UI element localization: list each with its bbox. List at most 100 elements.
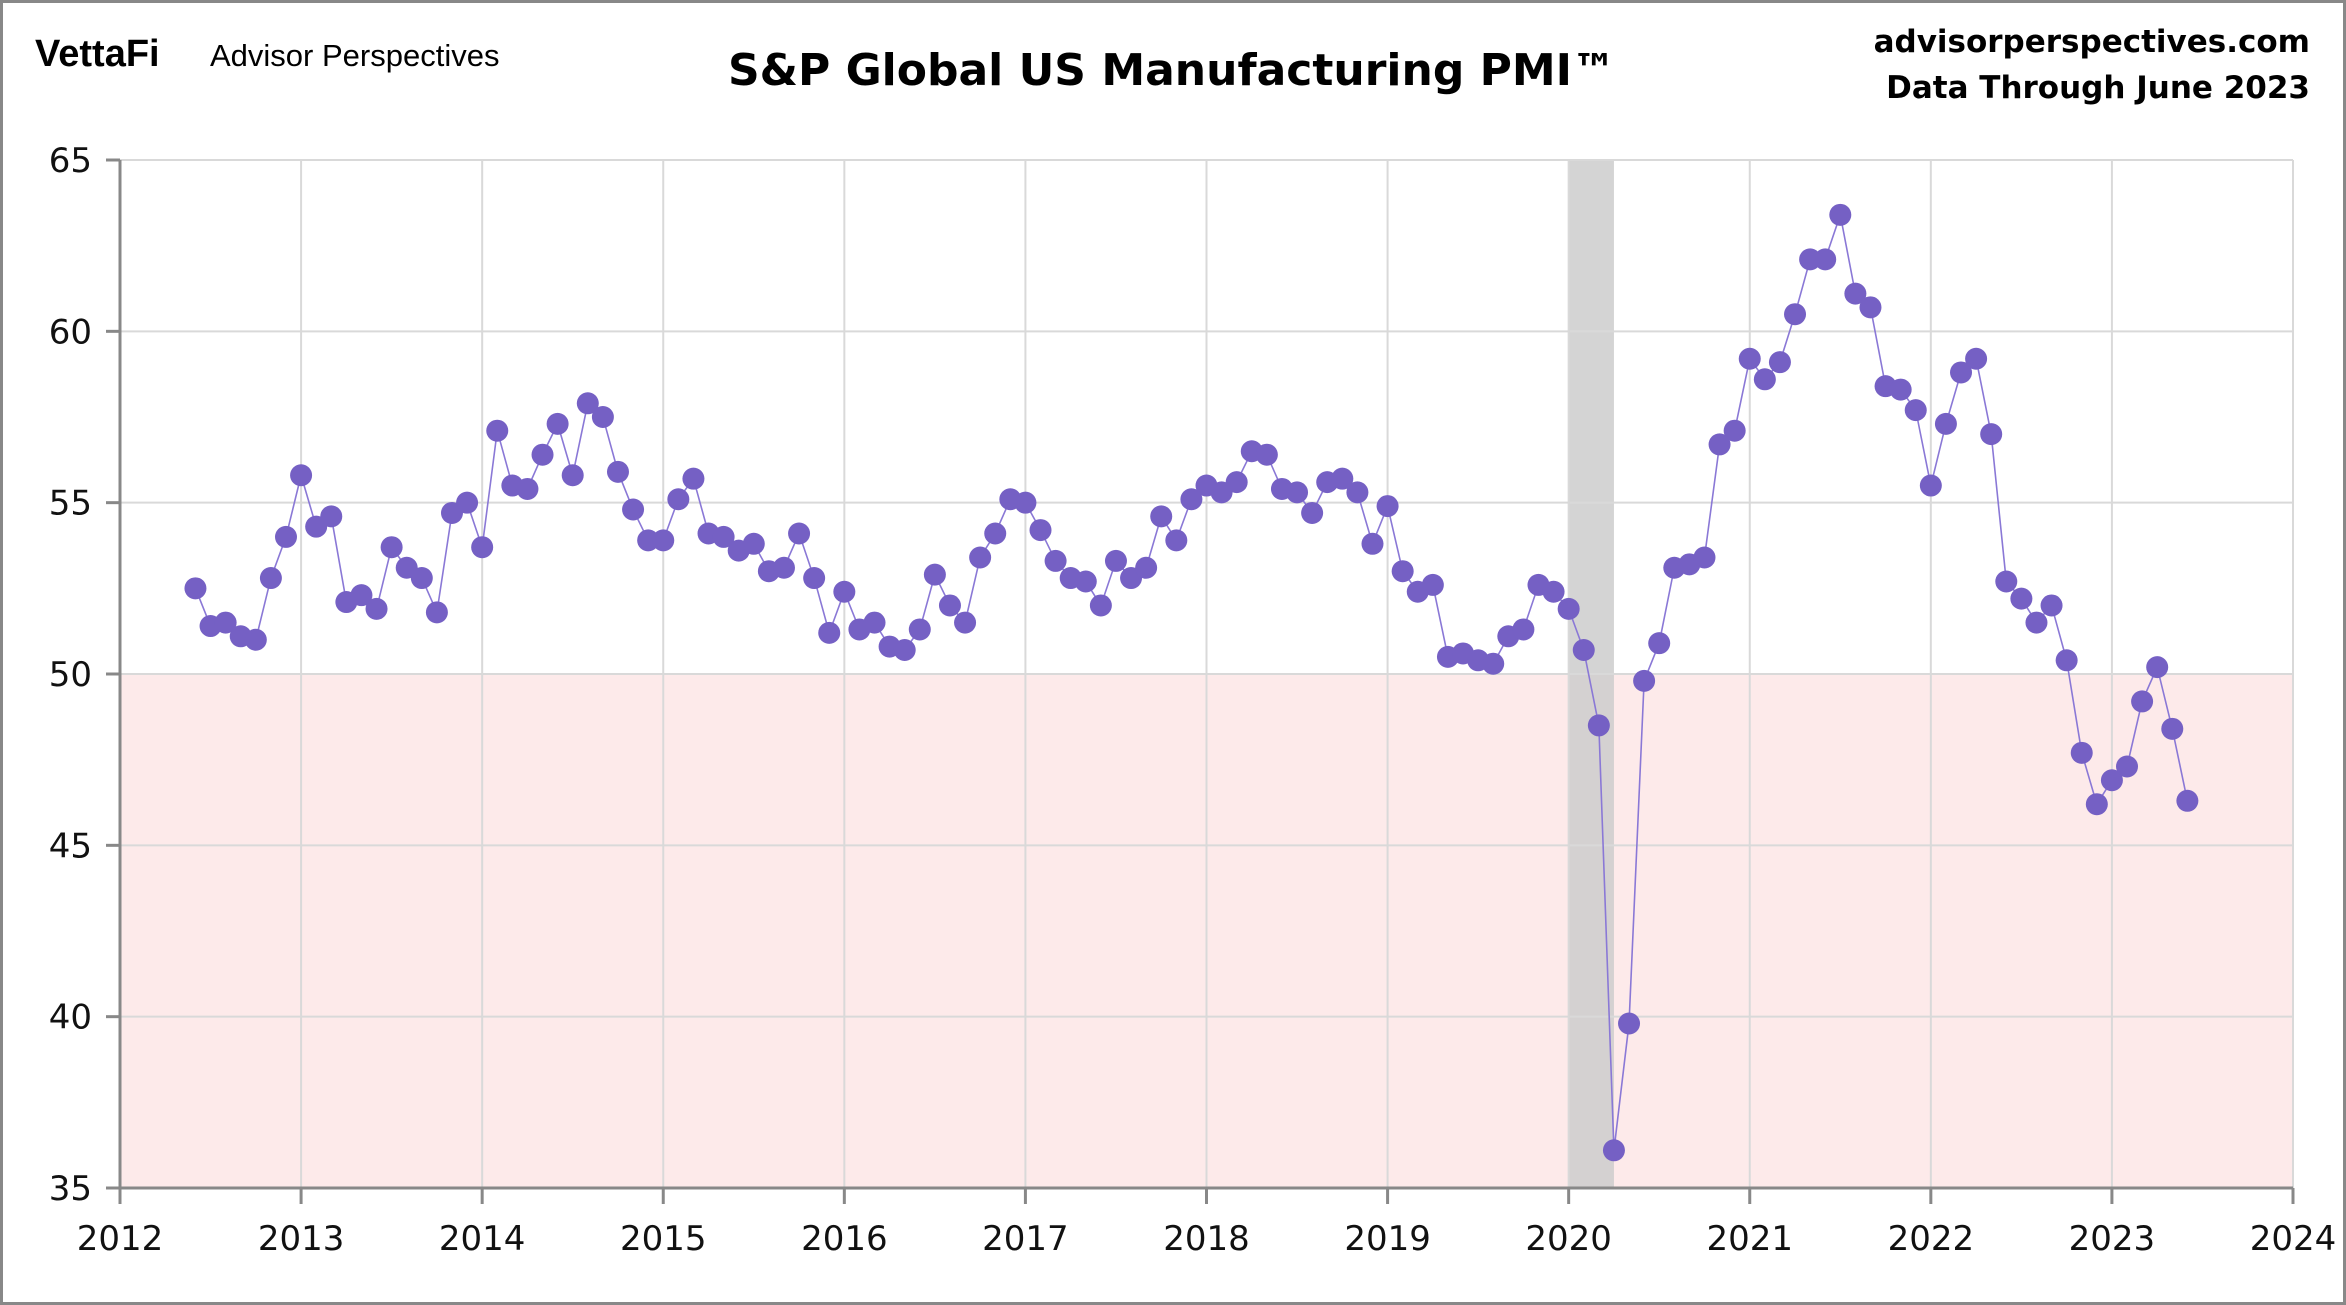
pmi-data-point (531, 443, 554, 466)
pmi-data-point (2176, 789, 2199, 812)
pmi-data-point (1693, 546, 1716, 569)
pmi-data-point (1029, 519, 1052, 542)
pmi-data-point (908, 618, 931, 641)
pmi-data-point (803, 567, 826, 590)
pmi-data-point (350, 584, 373, 607)
pmi-data-point (1784, 303, 1807, 326)
pmi-data-point (244, 628, 267, 651)
pmi-data-point (1074, 570, 1097, 593)
pmi-data-point (772, 556, 795, 579)
pmi-data-point (2085, 793, 2108, 816)
x-tick-label: 2012 (77, 1219, 164, 1259)
pmi-data-point (1391, 560, 1414, 583)
pmi-data-point (1753, 368, 1776, 391)
x-tick-label: 2013 (258, 1219, 345, 1259)
y-tick-label: 35 (49, 1169, 92, 1209)
pmi-data-point (1950, 361, 1973, 384)
x-tick-label: 2019 (1344, 1219, 1431, 1259)
pmi-data-point (2131, 690, 2154, 713)
pmi-data-point (1361, 532, 1384, 555)
pmi-data-point (1919, 474, 1942, 497)
pmi-data-point (1044, 549, 1067, 572)
pmi-data-point (1542, 580, 1565, 603)
pmi-data-point (1482, 652, 1505, 675)
pmi-data-point (2070, 741, 2093, 764)
pmi-data-point (893, 639, 916, 662)
pmi-data-point (1829, 203, 1852, 226)
pmi-data-point (818, 621, 841, 644)
pmi-data-point (1995, 570, 2018, 593)
pmi-data-point (1225, 471, 1248, 494)
pmi-data-point (2161, 717, 2184, 740)
pmi-data-point (1104, 549, 1127, 572)
pmi-data-point (576, 392, 599, 415)
chart-title: S&P Global US Manufacturing PMI™ (728, 45, 1616, 96)
x-tick-label: 2024 (2250, 1219, 2337, 1259)
pmi-data-point (1421, 573, 1444, 596)
pmi-data-point (516, 477, 539, 500)
y-tick-label: 60 (49, 312, 92, 352)
pmi-data-point (1165, 529, 1188, 552)
pmi-data-point (425, 601, 448, 624)
pmi-data-point (1648, 632, 1671, 655)
pmi-data-point (1889, 378, 1912, 401)
pmi-data-point (1346, 481, 1369, 504)
x-tick-label: 2016 (801, 1219, 888, 1259)
pmi-data-point (1135, 556, 1158, 579)
pmi-data-point (561, 464, 584, 487)
pmi-data-point (486, 419, 509, 442)
pmi-data-point (1633, 669, 1656, 692)
pmi-data-point (410, 567, 433, 590)
pmi-data-point (1618, 1012, 1641, 1035)
pmi-data-point (1980, 423, 2003, 446)
pmi-data-point (984, 522, 1007, 545)
pmi-data-point (667, 488, 690, 511)
y-tick-label: 65 (49, 141, 92, 181)
x-tick-label: 2018 (1163, 1219, 1250, 1259)
pmi-data-point (591, 406, 614, 428)
pmi-data-point (863, 611, 886, 634)
x-tick-label: 2023 (2069, 1219, 2156, 1259)
pmi-data-point (833, 580, 856, 603)
x-tick-label: 2015 (620, 1219, 707, 1259)
brand-name: Advisor Perspectives (210, 38, 499, 73)
pmi-data-point (184, 577, 207, 600)
pmi-data-point (954, 611, 977, 634)
pmi-data-point (320, 505, 343, 528)
pmi-data-point (622, 498, 645, 521)
pmi-data-point (2116, 755, 2139, 778)
pmi-data-point (1512, 618, 1535, 641)
pmi-data-point (1331, 467, 1354, 490)
pmi-data-point (1768, 351, 1791, 374)
pmi-data-point (1587, 714, 1610, 737)
pmi-data-point (1286, 481, 1309, 504)
pmi-data-point (1814, 248, 1837, 271)
pmi-data-point (788, 522, 811, 545)
pmi-data-point (546, 412, 569, 435)
x-tick-label: 2022 (1888, 1219, 1975, 1259)
pmi-data-point (456, 491, 479, 514)
pmi-data-point (1965, 347, 1988, 370)
pmi-data-point (1844, 282, 1867, 305)
pmi-data-point (938, 594, 961, 617)
x-tick-label: 2017 (982, 1219, 1069, 1259)
pmi-data-point (1557, 597, 1580, 620)
pmi-data-point (923, 563, 946, 586)
pmi-data-point (1738, 347, 1761, 370)
pmi-data-point (1723, 419, 1746, 442)
pmi-data-point (1602, 1139, 1625, 1162)
pmi-data-point (365, 597, 388, 620)
pmi-data-point (380, 536, 403, 559)
y-tick-label: 50 (49, 655, 92, 695)
pmi-data-point (712, 525, 735, 548)
pmi-data-point (969, 546, 992, 569)
pmi-data-point (1859, 296, 1882, 319)
x-tick-label: 2020 (1525, 1219, 1612, 1259)
y-tick-label: 55 (49, 484, 92, 524)
pmi-data-point (606, 460, 629, 483)
pmi-data-point (1799, 248, 1822, 271)
pmi-data-point (2010, 587, 2033, 610)
pmi-data-point (2055, 649, 2078, 672)
pmi-data-point (1089, 594, 1112, 617)
